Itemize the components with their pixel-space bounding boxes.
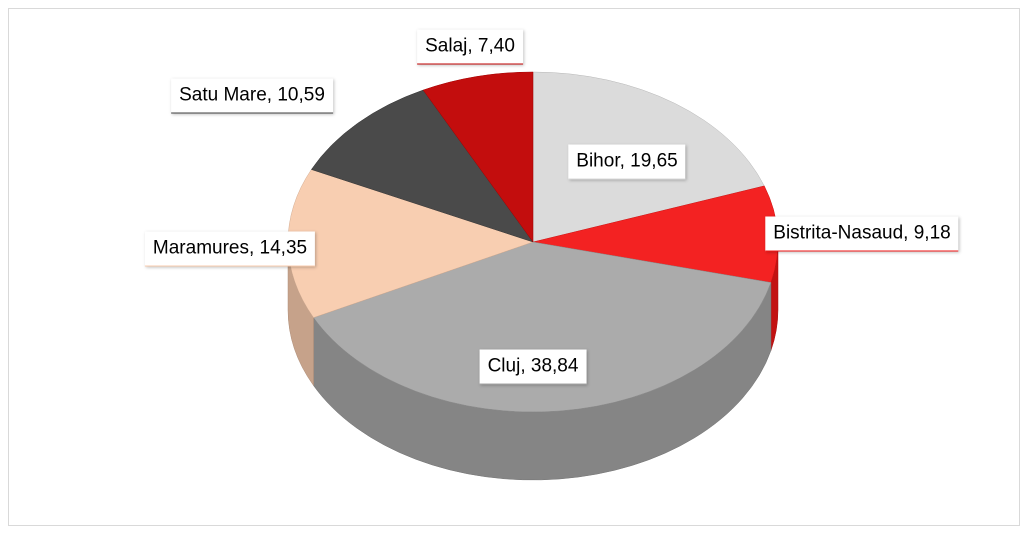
category-label: Maramures [153, 238, 260, 259]
category-label: Bihor [576, 151, 630, 172]
value-label: 38,84 [530, 355, 579, 377]
value-label: 19,65 [630, 150, 678, 172]
data-label: Satu Mare10,59 [171, 78, 333, 114]
data-label: Bistrita-Nasaud9,18 [765, 216, 959, 252]
value-label: 7,40 [477, 35, 515, 57]
category-label: Cluj [488, 356, 531, 377]
data-label: Maramures14,35 [144, 231, 316, 267]
chart-frame [8, 8, 1020, 526]
category-label: Salaj [425, 36, 478, 57]
data-label: Cluj38,84 [479, 349, 587, 385]
value-label: 14,35 [259, 237, 308, 259]
category-label: Satu Mare [179, 85, 277, 106]
data-label: Salaj7,40 [417, 29, 523, 65]
data-label: Bihor19,65 [568, 144, 686, 180]
pie-tops [287, 71, 779, 413]
category-label: Bistrita-Nasaud [773, 223, 913, 244]
slice-top [422, 71, 534, 243]
value-label: 10,59 [277, 84, 325, 106]
slice-top [313, 241, 772, 413]
slice-top [311, 89, 534, 243]
value-label: 9,18 [913, 222, 951, 244]
